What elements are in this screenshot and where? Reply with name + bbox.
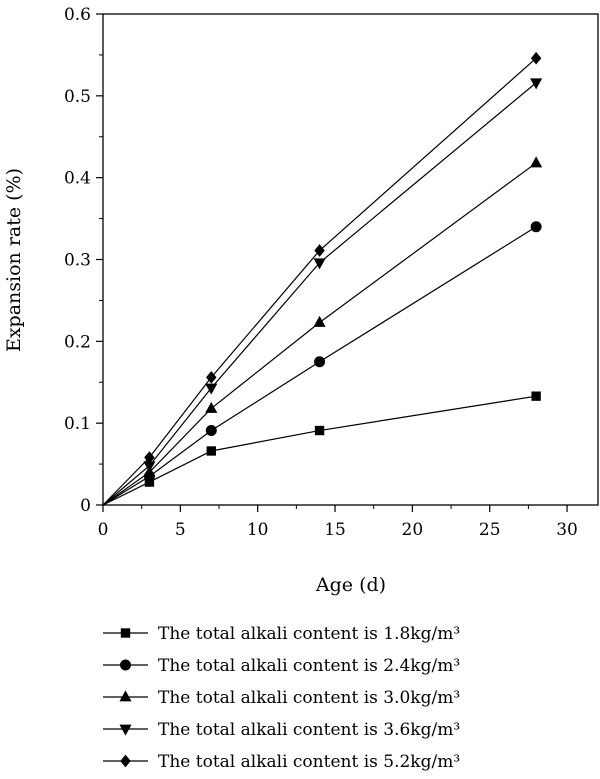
data-point [144,451,155,464]
data-point [530,156,543,168]
legend-marker [120,628,131,638]
legend-label: The total alkali content is 1.8kg/m³ [158,624,460,644]
data-point [314,425,325,436]
legend-entry: The total alkali content is 2.4kg/m³ [103,656,460,676]
y-tick-label: 0.2 [64,332,91,352]
series-1 [102,391,541,506]
data-point [530,78,543,90]
legend-entry: The total alkali content is 3.0kg/m³ [103,688,460,708]
x-tick-label: 0 [98,520,109,540]
legend-entry: The total alkali content is 5.2kg/m³ [103,752,460,772]
series-5 [102,51,542,506]
data-point [206,371,217,384]
legend-marker [120,659,131,671]
legend-entry: The total alkali content is 3.6kg/m³ [103,720,460,740]
series-line [102,162,537,506]
data-point [313,315,326,327]
y-tick-label: 0.3 [64,251,91,271]
data-point [205,401,218,413]
series-line [102,395,537,506]
axis-ticks: 0 5 10 15 20 25 30 0 0.1 0.2 0.3 0.4 0.5 0.6 [64,5,578,540]
series-layer [102,51,543,506]
legend-marker [119,690,132,702]
data-point [206,446,216,456]
legend-label: The total alkali content is 3.0kg/m³ [158,688,460,708]
legend: The total alkali content is 1.8kg/m³ The … [103,624,460,772]
data-point [531,391,541,401]
x-tick-label: 20 [402,520,424,540]
series-line [102,57,537,506]
x-tick-label: 10 [247,520,269,540]
legend-label: The total alkali content is 3.6kg/m³ [158,720,460,740]
legend-label: The total alkali content is 5.2kg/m³ [158,752,460,772]
data-point [313,258,326,270]
legend-label: The total alkali content is 2.4kg/m³ [158,656,460,676]
data-point [314,356,326,368]
data-point [205,383,218,395]
series-line [102,82,537,506]
x-tick-label: 25 [479,520,501,540]
x-tick-label: 15 [324,520,346,540]
legend-marker [120,754,131,768]
data-point [143,461,156,473]
y-tick-label: 0.4 [64,169,91,189]
legend-entry: The total alkali content is 1.8kg/m³ [103,624,460,644]
x-axis-label: Age (d) [315,574,386,596]
y-tick-label: 0.1 [64,414,91,434]
y-tick-label: 0 [80,496,91,516]
legend-marker [119,724,132,736]
data-point [530,51,542,65]
y-tick-label: 0.6 [64,5,91,25]
data-point [205,425,217,437]
x-tick-label: 30 [556,520,578,540]
x-tick-label: 5 [175,520,186,540]
data-point [530,221,542,233]
data-point [144,477,155,487]
series-3 [102,156,543,506]
y-tick-label: 0.5 [64,87,91,107]
series-4 [102,78,543,506]
data-point [314,244,325,257]
y-axis-label: Expansion rate (%) [3,168,25,352]
